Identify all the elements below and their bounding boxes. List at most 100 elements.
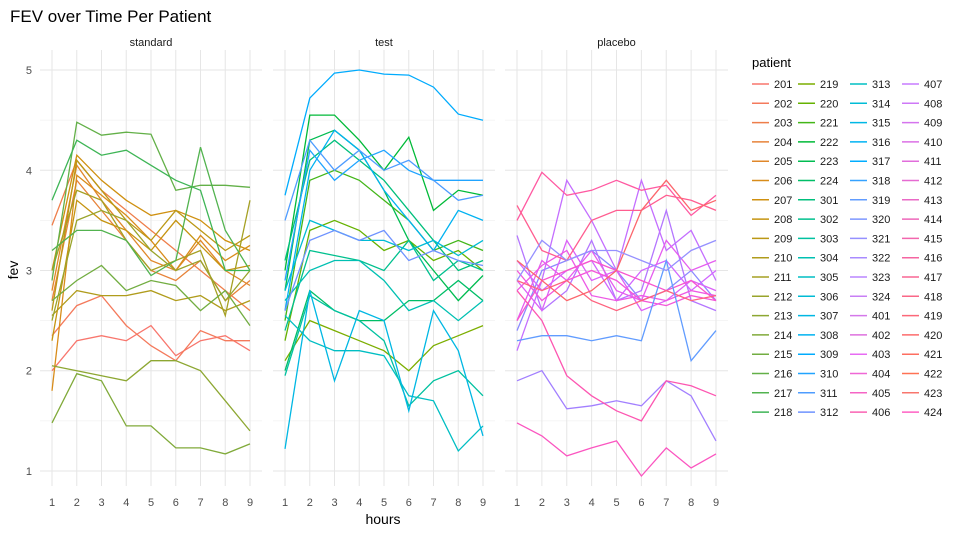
- series-line-310: [284, 148, 483, 281]
- legend-label: 424: [924, 407, 942, 419]
- legend-item: 203: [752, 118, 792, 130]
- legend-item: 323: [850, 272, 890, 284]
- legend-label: 407: [924, 79, 942, 91]
- legend-label: 408: [924, 98, 942, 110]
- legend-label: 406: [872, 407, 890, 419]
- y-tick-label: 3: [26, 266, 32, 278]
- legend-label: 314: [872, 98, 890, 110]
- series-line-205: [51, 163, 251, 291]
- legend-item: 316: [850, 137, 890, 149]
- x-tick-label: 3: [564, 497, 570, 509]
- series-line-306: [284, 219, 484, 291]
- legend-item: 403: [850, 349, 890, 361]
- x-tick-label: 9: [713, 497, 719, 509]
- legend-label: 309: [820, 349, 838, 361]
- series-line-406: [516, 239, 717, 281]
- legend-title: patient: [752, 55, 791, 70]
- series-line-321: [516, 269, 717, 307]
- legend-label: 311: [820, 388, 838, 400]
- legend-item: 303: [798, 233, 838, 245]
- legend-label: 210: [774, 253, 792, 265]
- legend-item: 224: [798, 176, 838, 188]
- legend-item: 417: [902, 272, 942, 284]
- legend-item: 321: [850, 233, 890, 245]
- legend-label: 418: [924, 291, 942, 303]
- series-line-320: [516, 249, 717, 302]
- legend-label: 402: [872, 330, 890, 342]
- series-line-301: [284, 139, 484, 272]
- series-line-324: [516, 290, 717, 422]
- panel-placebo: 1 2 3 4 5 6 7 8 9 placebo: [505, 37, 728, 509]
- legend-item: 307: [798, 311, 838, 323]
- legend-label: 214: [774, 330, 792, 342]
- legend-item: 418: [902, 291, 942, 303]
- legend-label: 307: [820, 311, 838, 323]
- legend-item: 212: [752, 291, 792, 303]
- legend-item: 312: [798, 407, 838, 419]
- legend-label: 317: [872, 156, 890, 168]
- legend-label: 217: [774, 388, 792, 400]
- legend-label: 224: [820, 176, 838, 188]
- series-line-312: [284, 229, 484, 311]
- legend-item: 213: [752, 311, 792, 323]
- x-tick-label: 6: [173, 497, 179, 509]
- legend-label: 209: [774, 233, 792, 245]
- legend-item: 404: [850, 369, 890, 381]
- legend-label: 202: [774, 98, 792, 110]
- x-tick-label: 3: [331, 497, 337, 509]
- series-line-309: [284, 69, 484, 196]
- series-line-314: [516, 369, 717, 442]
- legend-item: 222: [798, 137, 838, 149]
- series-line-405: [516, 258, 717, 363]
- legend-item: 324: [850, 291, 890, 303]
- legend-item: 423: [902, 388, 942, 400]
- y-axis-label: fev: [5, 261, 21, 280]
- x-tick-label: 5: [613, 497, 619, 509]
- series-line-214: [51, 372, 251, 455]
- legend-item: 221: [798, 118, 838, 130]
- legend-item: 210: [752, 253, 792, 265]
- legend-label: 222: [820, 137, 838, 149]
- legend-item: 407: [902, 79, 942, 91]
- x-tick-label: 8: [455, 497, 461, 509]
- x-tick-label: 5: [148, 497, 154, 509]
- legend-item: 308: [798, 330, 838, 342]
- x-tick-label: 2: [74, 497, 80, 509]
- legend-label: 411: [924, 156, 942, 168]
- legend-label: 304: [820, 253, 838, 265]
- panels: 1 2 3 4 5 6 7 8 9 standard 1 2 3 4 5 6 7 8 9 test 1 2 3 4 5 6 7 8 9 p…: [26, 37, 728, 509]
- legend-label: 201: [774, 79, 792, 91]
- x-tick-label: 6: [406, 497, 412, 509]
- legend-label: 403: [872, 349, 890, 361]
- legend-label: 404: [872, 369, 890, 381]
- x-tick-label: 8: [222, 497, 228, 509]
- legend-item: 405: [850, 388, 890, 400]
- legend-label: 208: [774, 214, 792, 226]
- legend-item: 420: [902, 330, 942, 342]
- series-line-311: [284, 138, 484, 221]
- series-line-401: [516, 171, 717, 221]
- legend-label: 422: [924, 369, 942, 381]
- legend-label: 204: [774, 137, 792, 149]
- legend-label: 219: [820, 79, 838, 91]
- chart-title: FEV over Time Per Patient: [10, 7, 212, 26]
- legend-item: 419: [902, 311, 942, 323]
- legend-item: 217: [752, 388, 792, 400]
- legend-item: 315: [850, 118, 890, 130]
- legend-label: 321: [872, 233, 890, 245]
- legend-label: 316: [872, 137, 890, 149]
- legend-label: 205: [774, 156, 792, 168]
- legend-item: 422: [902, 369, 942, 381]
- legend-item: 206: [752, 176, 792, 188]
- legend-label: 216: [774, 369, 792, 381]
- panel-strip-label: standard: [130, 37, 173, 49]
- legend-item: 209: [752, 233, 792, 245]
- legend-label: 324: [872, 291, 890, 303]
- legend-item: 408: [902, 98, 942, 110]
- legend-item: 219: [798, 79, 838, 91]
- legend-item: 415: [902, 233, 942, 245]
- x-axis-label: hours: [365, 511, 400, 527]
- legend-label: 318: [872, 176, 890, 188]
- legend-item: 309: [798, 349, 838, 361]
